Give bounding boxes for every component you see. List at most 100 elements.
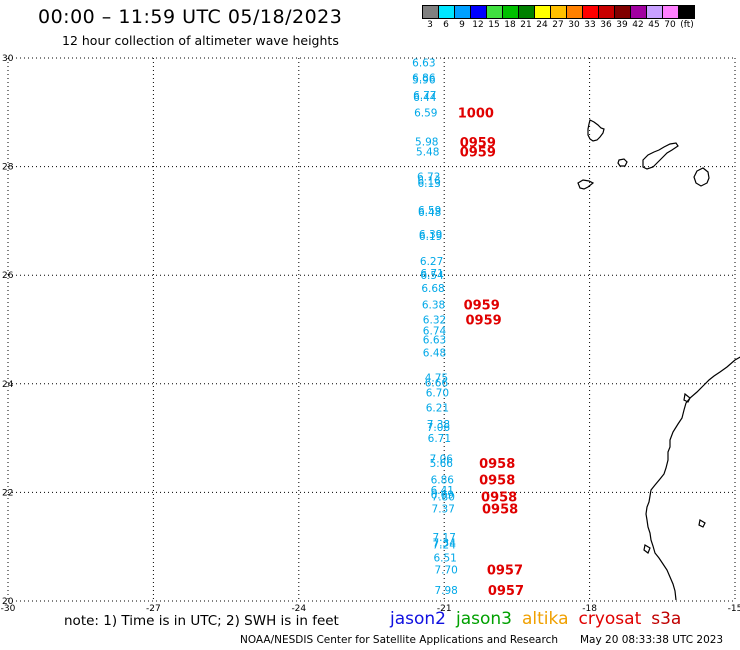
legend-label: 21 xyxy=(520,20,532,30)
legend-label: 3 xyxy=(427,20,433,30)
swh-value: 7.37 xyxy=(432,504,455,516)
lat-tick-label: 20 xyxy=(2,597,14,607)
swh-value: 7.98 xyxy=(434,585,457,597)
swh-value: 7.34 xyxy=(433,537,457,549)
legend-label: 15 xyxy=(488,20,500,30)
island-tenerife xyxy=(642,142,679,170)
satellite-jason3: jason3 xyxy=(456,609,512,629)
lon-tick-label: -18 xyxy=(582,604,597,614)
swh-value: 6.68 xyxy=(421,283,444,295)
legend-labels: 3 6 9 12 15 18 21 24 27 30 33 36 39 42 45 70 (ft) xyxy=(422,19,694,33)
swh-value: 6.77 xyxy=(413,90,436,102)
coastline xyxy=(577,119,740,601)
legend-label: 9 xyxy=(459,20,465,30)
island-hierro xyxy=(577,179,595,190)
chart-title: 00:00 – 11:59 UTC 05/18/2023 xyxy=(38,6,343,28)
swh-value: 6.48 xyxy=(418,207,441,219)
swh-value: 7.17 xyxy=(433,532,456,544)
swh-value: 6.63 xyxy=(423,334,446,346)
island-la-palma xyxy=(587,119,605,142)
swh-value: 6.27 xyxy=(420,256,443,268)
swh-value: 6.38 xyxy=(422,300,445,312)
legend-label: 27 xyxy=(552,20,564,30)
pass-time-labels: 1000095909590959095909580958095809580957… xyxy=(458,106,524,599)
swh-value: 7.24 xyxy=(433,540,457,552)
legend-swatch xyxy=(678,5,695,19)
chart-subtitle: 12 hour collection of altimeter wave hei… xyxy=(62,33,339,48)
swh-value: 6.59 xyxy=(414,107,437,119)
swh-value: 6.71 xyxy=(428,433,451,445)
swh-value: 6.86 xyxy=(412,73,436,85)
swh-value: 6.63 xyxy=(412,57,435,69)
pass-time: 0959 xyxy=(460,145,496,160)
legend-label: 30 xyxy=(568,20,580,30)
swh-value: 6.16 xyxy=(417,176,441,188)
swh-value: 6.54 xyxy=(420,270,444,282)
swh-value: 6.44 xyxy=(413,92,437,104)
pass-time: 0959 xyxy=(466,314,502,329)
legend-label: 33 xyxy=(584,20,596,30)
legend-label: 24 xyxy=(536,20,548,30)
african-coastline xyxy=(645,356,740,601)
swh-value: 7.06 xyxy=(427,422,451,434)
swh-value: 7.70 xyxy=(434,565,457,577)
satellite-s3a: s3a xyxy=(651,609,682,629)
legend-label: 6 xyxy=(443,20,449,30)
swh-value: 5.98 xyxy=(415,137,438,149)
legend-label: 42 xyxy=(632,20,644,30)
swh-value: 6.74 xyxy=(423,326,447,338)
island-small-a xyxy=(683,392,691,403)
swh-value: 6.51 xyxy=(433,553,456,565)
pass-time: 0958 xyxy=(479,457,515,472)
pass-time: 1000 xyxy=(458,106,494,121)
swh-value: 6.71 xyxy=(420,268,443,280)
pass-time: 0958 xyxy=(481,491,517,506)
swh-value: 4.75 xyxy=(425,372,448,384)
swh-value: 6.48 xyxy=(423,347,446,359)
island-gomera xyxy=(617,158,628,167)
pass-time: 0959 xyxy=(460,136,496,151)
swh-value: 6.73 xyxy=(417,171,440,183)
legend-label: 70 xyxy=(664,20,676,30)
swh-value: 6.70 xyxy=(426,387,449,399)
island-gran-canaria xyxy=(693,167,710,187)
legend-label: 12 xyxy=(472,20,484,30)
lat-tick-label: 22 xyxy=(2,488,13,498)
pass-time: 0957 xyxy=(487,564,523,579)
island-small-c xyxy=(643,544,651,554)
pass-time: 0957 xyxy=(488,584,524,599)
legend-label: 36 xyxy=(600,20,612,30)
swh-value: 6.19 xyxy=(419,231,442,243)
swh-value: 6.66 xyxy=(425,378,449,390)
lat-tick-label: 30 xyxy=(2,54,14,64)
satellite-legend: jason2 jason3 altika cryosat s3a xyxy=(390,609,691,629)
lon-tick-label: -30 xyxy=(1,604,16,614)
swh-value: 6.59 xyxy=(418,205,441,217)
lon-tick-label: -15 xyxy=(728,604,740,614)
legend-label: 39 xyxy=(616,20,628,30)
lon-tick-label: -27 xyxy=(146,604,161,614)
lat-tick-label: 28 xyxy=(2,163,14,173)
swh-value: 5.66 xyxy=(430,458,454,470)
swh-value: 6.39 xyxy=(419,229,442,241)
legend-label: 18 xyxy=(504,20,516,30)
swh-value: 5.48 xyxy=(416,146,439,158)
color-legend: 3 6 9 12 15 18 21 24 27 30 33 36 39 42 45 70 (ft) xyxy=(422,5,695,33)
legend-swatches xyxy=(422,5,695,19)
swh-value: 7.80 xyxy=(432,492,455,504)
swh-value: 6.69 xyxy=(431,490,454,502)
swh-value: 6.32 xyxy=(423,315,446,327)
legend-label: 45 xyxy=(648,20,660,30)
satellite-cryosat: cryosat xyxy=(578,609,642,629)
pass-time: 0958 xyxy=(482,503,518,518)
swh-value: 6.41 xyxy=(431,485,454,497)
swh-value: 7.38 xyxy=(427,419,450,431)
lat-tick-label: 26 xyxy=(2,271,14,281)
axis-tick-labels: -30 -27 -24 -21 -18 -15 20 22 24 26 28 30 xyxy=(1,54,740,614)
swh-value: 7.06 xyxy=(430,454,454,466)
swh-value: 6.86 xyxy=(431,474,455,486)
swh-observations: 6.636.865.966.776.446.595.985.486.736.16… xyxy=(412,57,458,597)
swh-value: 6.13 xyxy=(417,178,440,190)
lon-tick-label: -21 xyxy=(437,604,452,614)
